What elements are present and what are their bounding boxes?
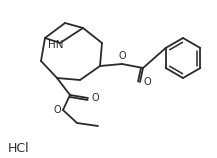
Text: O: O [118,51,126,61]
Text: HN: HN [48,40,64,50]
Text: HCl: HCl [8,142,30,155]
Text: O: O [91,93,99,103]
Text: O: O [53,105,61,115]
Text: O: O [144,77,152,87]
